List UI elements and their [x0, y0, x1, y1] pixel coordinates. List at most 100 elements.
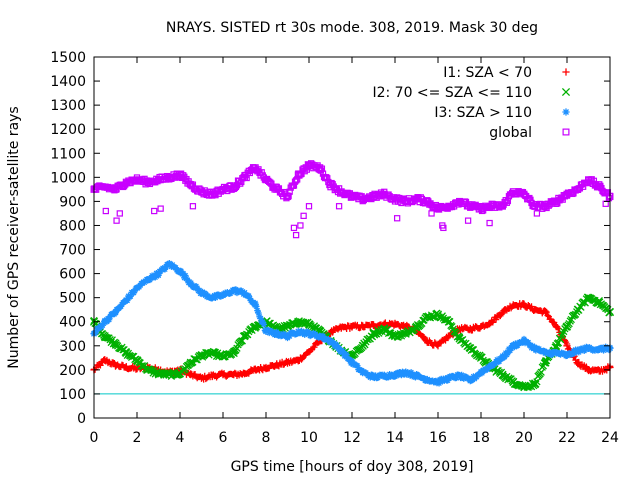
series-3-point [574, 347, 582, 355]
series-3-point [595, 345, 603, 354]
series-2-point [595, 298, 604, 307]
series-3-point [101, 318, 109, 326]
series-4-point [488, 202, 496, 210]
series-1-point [262, 363, 270, 372]
series-3-point [326, 337, 335, 345]
series-4-point [165, 173, 173, 181]
legend-label: I1: SZA < 70 [443, 65, 532, 81]
y-tick-label: 100 [59, 387, 86, 403]
y-tick-label: 900 [59, 194, 86, 210]
x-tick-label: 2 [133, 430, 142, 446]
series-1-point [251, 366, 259, 374]
series-4-point [305, 161, 313, 169]
series-3-point [219, 291, 227, 299]
series-3-point [273, 330, 281, 338]
series-3-point [434, 378, 442, 386]
series-1-point [348, 322, 356, 331]
series-3-point [563, 351, 571, 360]
y-tick-label: 0 [77, 411, 86, 427]
series-4-point [499, 202, 506, 210]
legend-marker [561, 87, 571, 97]
y-tick-label: 800 [59, 218, 86, 234]
series-1-point [541, 308, 550, 316]
series-3-point [176, 267, 184, 275]
series-3-point [230, 286, 238, 295]
series-4-point [348, 193, 356, 201]
legend-marker [562, 128, 570, 136]
series-4-point [219, 185, 227, 193]
series-3-point [208, 294, 216, 302]
series-2-point [251, 322, 260, 331]
series-3-point [477, 368, 485, 376]
series-3-point [165, 260, 173, 268]
y-tick-label: 1400 [50, 74, 86, 90]
x-tick-label: 18 [472, 430, 490, 446]
series-4-point [509, 188, 517, 196]
x-tick-label: 12 [343, 430, 361, 446]
series-1-point [488, 318, 496, 326]
series-4-point [284, 193, 291, 201]
series-1-point [509, 301, 517, 309]
series-1-point [563, 342, 571, 350]
series-1-point [240, 369, 249, 378]
series-3-point [262, 327, 270, 335]
series-1-point [574, 359, 582, 367]
y-tick-label: 300 [59, 339, 86, 355]
series-4-point [370, 193, 377, 201]
series-2-point [401, 329, 410, 338]
series-3-point [423, 375, 431, 384]
series-4-point [262, 176, 270, 184]
series-3-point [251, 301, 259, 309]
y-tick-label: 200 [59, 363, 86, 379]
series-4 [90, 160, 614, 239]
series-3-point [380, 372, 388, 380]
series-3-point [402, 368, 410, 376]
y-tick-label: 400 [59, 315, 86, 331]
series-3-point [337, 347, 345, 355]
series-2-point [132, 356, 142, 365]
series-1-point [477, 322, 485, 331]
series-4-point [520, 190, 528, 198]
series-2-point [154, 369, 163, 378]
series-3-point [541, 349, 550, 357]
series-4-point [574, 185, 582, 193]
series-1-point [445, 332, 453, 340]
series-1-point [273, 361, 281, 369]
series-4-point [413, 195, 420, 203]
legend-label: global [489, 125, 532, 141]
series-1-point [466, 325, 474, 333]
series-4-point [445, 202, 453, 210]
series-2-point [552, 341, 561, 350]
series-2-point [229, 348, 238, 358]
series-2-point [541, 358, 550, 367]
series-1-point [520, 301, 528, 309]
series-4-point [327, 181, 334, 189]
series-2-point [423, 312, 432, 321]
series-2-point [369, 329, 378, 338]
y-tick-label: 1500 [50, 50, 86, 66]
series-1-point [208, 372, 216, 380]
series-2-point [562, 322, 572, 331]
x-tick-label: 22 [558, 430, 576, 446]
series-3-point [133, 284, 141, 292]
series-3-point [369, 373, 378, 381]
series-2-point [175, 369, 185, 378]
x-tick-label: 0 [90, 430, 99, 446]
chart-title: NRAYS. SISTED rt 30s mode. 308, 2019. Ma… [166, 20, 538, 36]
series-4-point [208, 190, 216, 198]
legend-label: I2: 70 <= SZA <= 110 [372, 85, 532, 101]
series-2-point [143, 365, 152, 374]
series-4-point [187, 181, 195, 189]
series-2-point [509, 377, 518, 386]
series-1-point [595, 367, 603, 375]
series-4-point [112, 185, 119, 193]
series-4-point [241, 173, 248, 181]
series-2-point [530, 380, 539, 389]
series-2-point [165, 370, 174, 379]
x-tick-label: 8 [262, 430, 271, 446]
series-4-point [122, 178, 130, 186]
series-1-point [294, 356, 302, 364]
series-2-point [466, 344, 475, 353]
series-4-point [198, 188, 205, 196]
series-3-point [305, 330, 313, 338]
